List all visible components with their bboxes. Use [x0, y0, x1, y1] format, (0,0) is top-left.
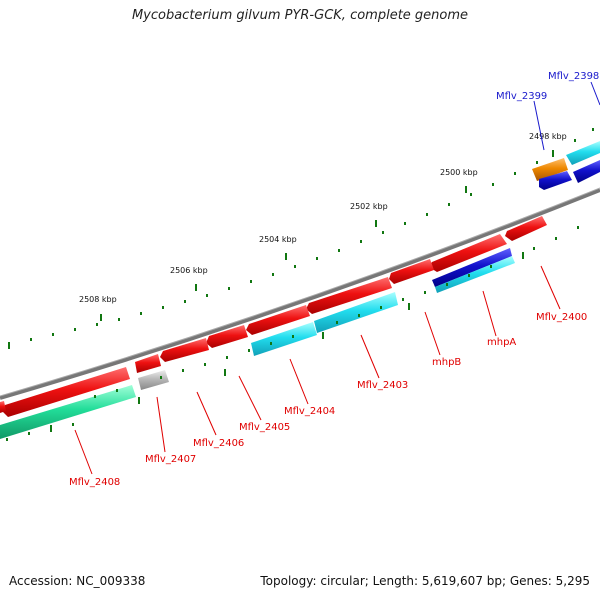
genome-summary-text: Topology: circular; Length: 5,619,607 bp… — [260, 574, 590, 588]
gene-mflv-2408-feature[interactable] — [2, 367, 130, 417]
gene-mflv-2407-feature[interactable] — [135, 354, 161, 373]
gene-mflv-2404-cyan-feature[interactable] — [251, 322, 317, 356]
gene-mflv-2408-green-feature[interactable] — [0, 385, 136, 439]
gene-blue-right-feature[interactable] — [573, 160, 600, 183]
secondary-features — [0, 141, 600, 439]
outer-tick-ring — [8, 128, 594, 349]
kbp-label-2506: 2506 kbp — [170, 266, 208, 275]
accession-text: Accession: NC_009338 — [9, 574, 146, 588]
kbp-label-2500: 2500 kbp — [440, 168, 478, 177]
gene-label-mflv-2407[interactable]: Mflv_2407 — [145, 454, 196, 465]
gene-label-mflv-2403[interactable]: Mflv_2403 — [357, 380, 408, 391]
genome-backbone — [0, 188, 600, 400]
gene-label-mflv-2405[interactable]: Mflv_2405 — [239, 422, 290, 433]
gene-label-mhpa[interactable]: mhpA — [487, 337, 516, 348]
label-leaders — [74, 81, 600, 475]
gene-mhpa-blue-feature[interactable] — [432, 248, 512, 287]
gene-mflv-2406-feature[interactable] — [160, 338, 209, 362]
gene-mflv-2404-feature[interactable] — [246, 305, 310, 335]
gene-mflv-2398-feature[interactable] — [566, 141, 600, 165]
gene-mflv-2399-feature[interactable] — [532, 158, 568, 181]
forward-strand-features — [0, 216, 547, 417]
kbp-label-2504: 2504 kbp — [259, 235, 297, 244]
gene-label-mflv-2400[interactable]: Mflv_2400 — [536, 312, 587, 323]
gene-mhpb-feature[interactable] — [389, 259, 434, 284]
gene-mflv-2407-grey-feature[interactable] — [138, 370, 169, 390]
gene-mhpa-cyan-feature[interactable] — [435, 256, 515, 293]
kbp-label-2502: 2502 kbp — [350, 202, 388, 211]
map-title: Mycobacterium gilvum PYR-GCK, complete g… — [131, 8, 469, 23]
inner-tick-ring — [6, 226, 579, 441]
gene-label-mflv-2408[interactable]: Mflv_2408 — [69, 477, 120, 488]
gene-mhpa-mhpb-feature[interactable] — [429, 234, 507, 272]
kbp-label-2498: 2498 kbp — [529, 132, 567, 141]
gene-mflv-2405-feature[interactable] — [206, 325, 248, 348]
kbp-label-2508: 2508 kbp — [79, 295, 117, 304]
gene-left-partial-feature[interactable] — [0, 401, 6, 413]
gene-mflv-2400-feature[interactable] — [505, 216, 547, 241]
gene-label-mflv-2399[interactable]: Mflv_2399 — [496, 91, 547, 102]
gene-mflv-2403-cyan-feature[interactable] — [314, 292, 398, 333]
gene-label-mflv-2404[interactable]: Mflv_2404 — [284, 406, 335, 417]
gene-blue-upper-feature[interactable] — [539, 171, 572, 190]
gene-mflv-2403-feature[interactable] — [306, 277, 392, 314]
gene-label-mflv-2406[interactable]: Mflv_2406 — [193, 438, 244, 449]
gene-label-mflv-2398[interactable]: Mflv_2398 — [548, 71, 599, 82]
gene-label-mhpb[interactable]: mhpB — [432, 357, 461, 368]
